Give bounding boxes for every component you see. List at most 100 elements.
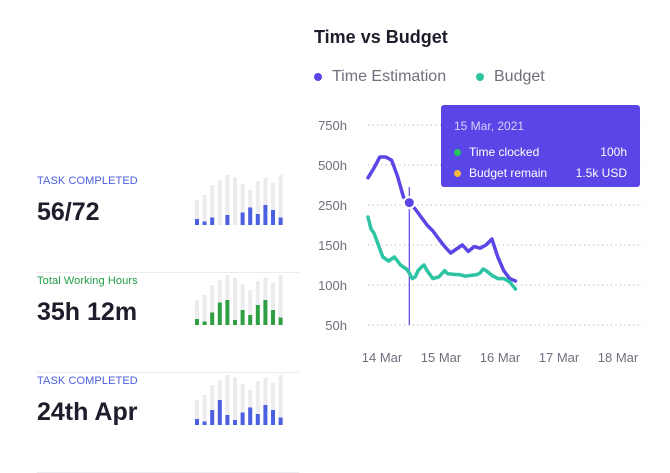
- y-tick-label: 500h: [318, 158, 347, 173]
- mini-bar-track: [202, 395, 207, 425]
- mini-bar-track: [210, 285, 215, 325]
- chart-tooltip: 15 Mar, 2021 Time clocked 100h Budget re…: [441, 105, 640, 187]
- stat-card-tasks: TASK COMPLETED 56/72: [37, 172, 299, 273]
- mini-bar-track: [233, 277, 237, 325]
- mini-bar-fill: [271, 310, 275, 325]
- mini-bar-track: [263, 377, 268, 425]
- legend-dot: [314, 73, 322, 81]
- mini-bar-track: [210, 185, 215, 225]
- mini-bar-track: [217, 180, 222, 225]
- mini-bar-track: [195, 300, 199, 325]
- mini-bar-fill: [210, 410, 215, 425]
- mini-bar-track: [233, 377, 237, 425]
- mini-bar-fill: [210, 312, 215, 325]
- mini-bar-fill: [195, 419, 199, 425]
- legend-label: Budget: [494, 68, 545, 85]
- stat-value: 56/72: [37, 198, 100, 226]
- mini-bar-fill: [240, 412, 245, 425]
- mini-bar-track: [225, 175, 230, 225]
- mini-bar-track: [225, 375, 230, 425]
- mini-bar-fill: [195, 319, 199, 325]
- mini-bar-track: [202, 295, 207, 325]
- series-line: [366, 155, 518, 283]
- mini-bar-fill: [225, 215, 230, 225]
- mini-bar-fill: [225, 300, 230, 325]
- mini-bar-fill: [248, 407, 253, 425]
- mini-bar-fill: [217, 302, 222, 325]
- mini-bar-fill: [225, 415, 230, 425]
- mini-bar-fill: [202, 221, 207, 225]
- mini-bar-chart: [195, 175, 283, 225]
- stat-value: 24th Apr: [37, 398, 138, 426]
- mini-bar-track: [195, 200, 199, 225]
- stat-card-hours: Total Working Hours 35h 12m: [37, 272, 299, 373]
- mini-bar-track: [240, 284, 245, 325]
- mini-bar-fill: [255, 414, 260, 425]
- x-tick-label: 14 Mar: [362, 350, 403, 365]
- tooltip-dot: [454, 148, 461, 156]
- mini-bar-track: [271, 182, 275, 225]
- mini-bar-track: [255, 281, 260, 325]
- mini-bar-fill: [263, 205, 268, 225]
- tooltip-dot: [454, 169, 461, 177]
- tooltip-value: 1.5k USD: [575, 166, 627, 180]
- mini-bar-fill: [240, 310, 245, 325]
- x-tick-label: 15 Mar: [421, 350, 462, 365]
- y-tick-label: 750h: [318, 118, 347, 133]
- mini-bar-fill: [271, 410, 275, 425]
- mini-bar-track: [240, 384, 245, 425]
- mini-bar-fill: [195, 219, 199, 225]
- mini-bar-fill: [233, 320, 237, 325]
- chart-title: Time vs Budget: [314, 27, 448, 47]
- stat-label: Total Working Hours: [37, 275, 138, 287]
- mini-bar-track: [255, 181, 260, 225]
- mini-bar-fill: [248, 315, 253, 325]
- legend-item-time-estimation[interactable]: Time Estimation: [314, 68, 446, 86]
- mini-bar-track: [210, 385, 215, 425]
- tooltip-label: Budget remain: [469, 166, 548, 180]
- mini-bar-track: [263, 177, 268, 225]
- stat-label: TASK COMPLETED: [37, 175, 138, 187]
- y-tick-label: 50h: [325, 318, 347, 333]
- mini-bar-track: [278, 275, 283, 325]
- mini-bar-fill: [263, 405, 268, 425]
- mini-bar-fill: [278, 317, 283, 325]
- x-tick-label: 17 Mar: [539, 350, 580, 365]
- x-tick-label: 18 Mar: [598, 350, 639, 365]
- mini-bar-fill: [278, 417, 283, 425]
- mini-bar-chart: [195, 375, 283, 425]
- tooltip-value: 100h: [600, 145, 627, 159]
- mini-bar-track: [202, 195, 207, 225]
- mini-bar-track: [278, 375, 283, 425]
- mini-bar-fill: [278, 217, 283, 225]
- mini-bar-fill: [202, 321, 207, 325]
- tooltip-row-budget-remain: Budget remain 1.5k USD: [454, 166, 627, 180]
- mini-bar-fill: [210, 217, 215, 225]
- mini-bar-fill: [255, 305, 260, 325]
- mini-bar-fill: [233, 420, 237, 425]
- mini-bar-fill: [240, 212, 245, 225]
- mini-bar-track: [271, 382, 275, 425]
- mini-bar-track: [278, 175, 283, 225]
- legend-item-budget[interactable]: Budget: [476, 68, 545, 86]
- tooltip-label: Time clocked: [469, 145, 540, 159]
- x-tick-label: 16 Mar: [480, 350, 521, 365]
- tooltip-row-time-clocked: Time clocked 100h: [454, 145, 627, 159]
- mini-bar-track: [240, 184, 245, 225]
- highlight-point[interactable]: [402, 196, 416, 210]
- mini-bar-fill: [248, 207, 253, 225]
- mini-bar-fill: [263, 300, 268, 325]
- mini-bar-track: [271, 282, 275, 325]
- tooltip-date: 15 Mar, 2021: [454, 119, 525, 133]
- y-tick-label: 250h: [318, 198, 347, 213]
- stat-card-date: TASK COMPLETED 24th Apr: [37, 372, 299, 473]
- mini-bar-fill: [217, 400, 222, 425]
- legend-dot: [476, 73, 484, 81]
- y-tick-label: 150h: [318, 238, 347, 253]
- y-tick-label: 100h: [318, 278, 347, 293]
- legend-label: Time Estimation: [332, 68, 447, 85]
- stat-value: 35h 12m: [37, 298, 138, 326]
- stat-label: TASK COMPLETED: [37, 375, 138, 387]
- mini-bar-fill: [271, 210, 275, 225]
